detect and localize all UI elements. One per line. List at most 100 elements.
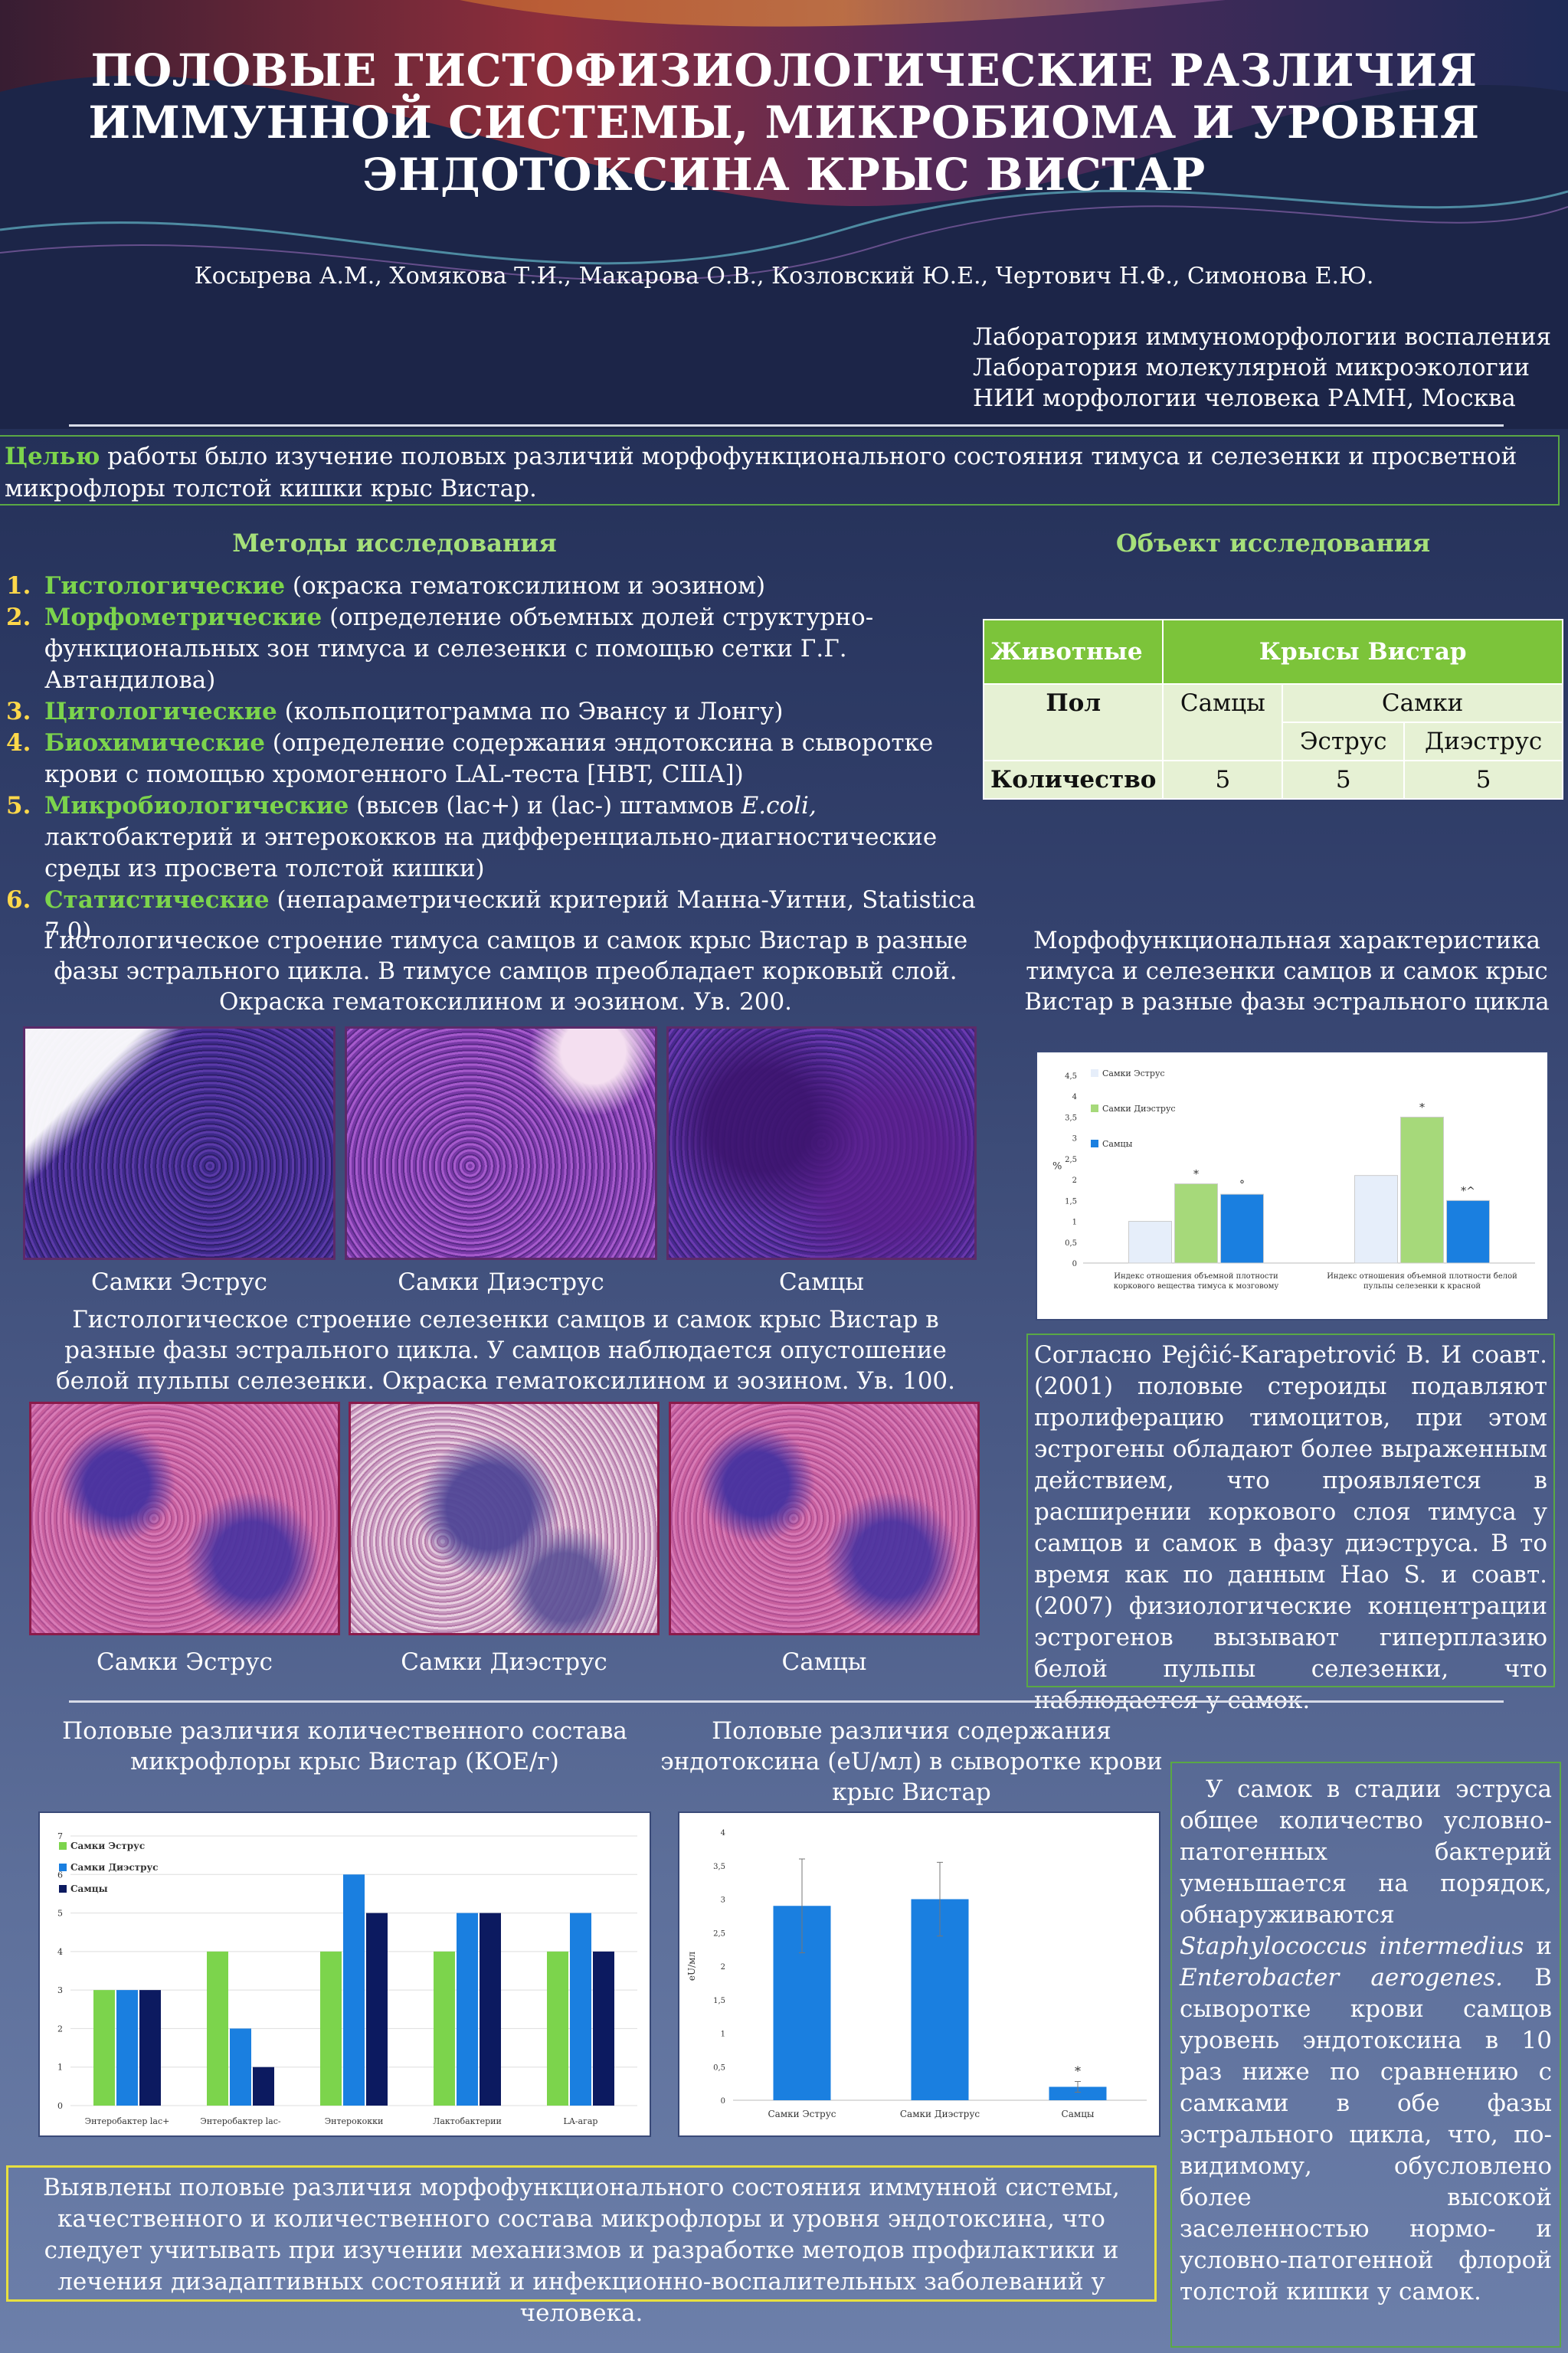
affiliations: Лаборатория иммуноморфологии воспаления …: [973, 322, 1555, 414]
col-animals: Животные: [982, 619, 1164, 685]
count-cell: 5: [1162, 760, 1284, 800]
goal-text: работы было изучение половых различий мо…: [5, 443, 1517, 502]
legend-label: Самцы: [1102, 1139, 1133, 1149]
micro-chart-svg: 0 1 2 3 4 5 6 7 Энтеробактер lac+ Энтеробактер la…: [57, 1831, 637, 2126]
significance-mark: *: [1075, 2064, 1081, 2079]
morph-caption: Морфофункциональная характеристика тимус…: [1024, 927, 1550, 1016]
legend-label: Самки Диэструс: [1102, 1104, 1176, 1114]
legend-swatch: [1091, 1140, 1098, 1147]
methods-list: 1. Гистологические (окраска гематоксилино…: [0, 571, 988, 947]
y-tick-label: 7: [57, 1831, 63, 1841]
discussion-box-2: У самок в стадии эструса общее количеств…: [1170, 1762, 1561, 2348]
y-tick-label: 4: [721, 1829, 725, 1838]
endo-chart-svg: 0 0,5 1 1,5 2 2,5 3 3,5 4 eU/мл Самки Эструс Самки …: [686, 1829, 1147, 2119]
discussion-box-1: Согласно Pejĉić-Karapetrović B. И соавт.…: [1026, 1334, 1555, 1714]
bar: [116, 1990, 138, 2106]
y-tick-label: 2: [57, 2024, 63, 2034]
object-table: Животные Крысы Вистар Пол Самцы Самки Эс…: [982, 619, 1563, 800]
thymus-label: Самки Диэструс: [398, 1268, 604, 1296]
spleen-label: Самцы: [781, 1648, 867, 1676]
header-banner: [0, 0, 1568, 429]
y-tick-label: 3: [721, 1896, 725, 1905]
conclusion-box: Выявлены половые различия морфофункциона…: [6, 2165, 1157, 2327]
legend-swatch: [1091, 1105, 1098, 1112]
authors: Косырева А.М., Хомякова Т.И., Макарова О…: [194, 263, 1374, 290]
significance-mark: °: [1239, 1179, 1245, 1191]
y-tick-label: 0: [1072, 1260, 1077, 1268]
y-tick-label: 4: [1072, 1093, 1077, 1101]
y-tick-label: 3: [57, 1985, 63, 1995]
affiliation-line: НИИ морфологии человека РАМН, Москва: [973, 385, 1516, 412]
bar: [366, 1913, 388, 2106]
spleen-label: Самки Диэструс: [401, 1648, 607, 1676]
significance-mark: *^: [1461, 1185, 1475, 1197]
y-tick-label: 0,5: [1065, 1239, 1077, 1248]
spleen-photo-males: [669, 1402, 980, 1635]
bar: [547, 1951, 568, 2106]
thymus-photo-males: [666, 1026, 977, 1260]
x-tick-label: LA-агар: [564, 2116, 598, 2126]
y-tick-label: 1: [721, 2031, 725, 2039]
x-tick-label: Индекс отношения объемной плотности: [1114, 1272, 1278, 1281]
bar: [593, 1951, 614, 2106]
x-tick-label: пульпы селезенки к красной: [1363, 1282, 1481, 1291]
bar: [207, 1951, 228, 2106]
y-tick-label: 5: [57, 1909, 63, 1919]
cell-estrus: Эструс: [1282, 722, 1406, 761]
significance-mark: *: [1193, 1169, 1199, 1181]
bar: [457, 1913, 478, 2106]
morph-chart-svg: 0 0,5 1 1,5 2 2,5 3 3,5 4 4,5% Индекс отношения об…: [1052, 1069, 1535, 1291]
bar: [139, 1990, 161, 2106]
legend-swatch: [59, 1885, 67, 1893]
bar: [1354, 1175, 1398, 1264]
goal-box: Целью работы было изучение половых разли…: [0, 435, 1560, 506]
methods-heading: Методы исследования: [232, 529, 557, 558]
count-cell: 5: [1403, 760, 1563, 800]
object-heading: Объект исследования: [1115, 529, 1431, 558]
thymus-caption: Гистологическое строение тимуса самцов и…: [43, 927, 968, 1016]
y-tick-label: 2,5: [1065, 1156, 1077, 1164]
legend-swatch: [59, 1864, 67, 1871]
affiliation-line: Лаборатория иммуноморфологии воспаления: [973, 323, 1552, 351]
y-tick-label: 1,5: [1065, 1197, 1077, 1206]
x-tick-label: Самки Диэструс: [900, 2109, 980, 2119]
divider: [69, 1700, 1504, 1703]
y-tick-label: 2: [721, 1963, 725, 1972]
method-item: 2. Морфометрические (определение объемных…: [6, 604, 874, 694]
divider: [69, 424, 1504, 427]
micro-chart: 0 1 2 3 4 5 6 7 Энтеробактер lac+ Энтеробактер la…: [38, 1811, 651, 2137]
col-rats: Крысы Вистар: [1162, 619, 1563, 685]
y-tick-label: 0: [721, 2097, 725, 2106]
method-item: 3. Цитологические (кольпоцитограмма по Эв…: [6, 698, 784, 725]
thymus-label: Самки Эструс: [91, 1268, 267, 1296]
bar: [434, 1951, 455, 2106]
legend-label: Самки Эструс: [70, 1841, 145, 1851]
y-tick-label: 1: [1072, 1219, 1077, 1227]
bar: [1174, 1183, 1218, 1264]
bar: [1446, 1199, 1490, 1264]
method-item: 1. Гистологические (окраска гематоксилино…: [6, 572, 766, 600]
cell-males: Самцы: [1162, 683, 1284, 761]
x-tick-label: Энтеробактер lac+: [85, 2116, 170, 2126]
legend-swatch: [1091, 1069, 1098, 1077]
y-axis-label: eU/мл: [686, 1952, 697, 1982]
thymus-photo-estrus: [23, 1026, 336, 1260]
row-sex: Пол: [982, 683, 1164, 761]
y-tick-label: 3,5: [1065, 1114, 1077, 1122]
spleen-label: Самки Эструс: [97, 1648, 273, 1676]
bar: [1400, 1116, 1444, 1264]
y-tick-label: 1: [57, 2063, 63, 2073]
bar: [253, 2067, 274, 2106]
affiliation-line: Лаборатория молекулярной микроэкологии: [973, 354, 1530, 381]
bar: [480, 1913, 501, 2106]
method-item: 5. Микробиологические (высев (lac+) и (la…: [6, 792, 938, 882]
bar: [1128, 1221, 1172, 1264]
y-tick-label: 4,5: [1065, 1072, 1077, 1081]
legend-label: Самцы: [70, 1883, 108, 1894]
spleen-photo-estrus: [29, 1402, 340, 1635]
y-tick-label: 2,5: [713, 1929, 725, 1938]
method-item: 4. Биохимические (определение содержания …: [6, 729, 934, 788]
y-tick-label: 3: [1072, 1135, 1077, 1144]
endo-caption: Половые различия содержания эндотоксина …: [660, 1717, 1163, 1806]
x-tick-label: Энтеробактер lac-: [200, 2116, 280, 2126]
